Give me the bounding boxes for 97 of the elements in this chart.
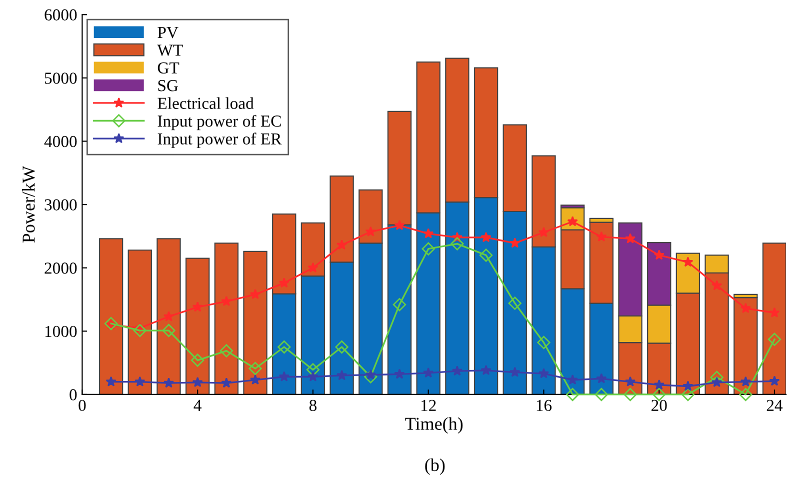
point [335, 340, 348, 354]
point [682, 380, 694, 391]
bar [243, 250, 268, 394]
point [768, 332, 782, 346]
legend-label: PV [158, 27, 178, 38]
point [308, 262, 318, 272]
point [365, 226, 376, 236]
x-tick-label: 12 [421, 400, 436, 411]
x-tick-label: 4 [194, 400, 202, 411]
point [681, 388, 695, 402]
point [711, 376, 722, 388]
y-tick-label: 4000 [44, 136, 77, 148]
point [769, 307, 780, 318]
point [306, 363, 320, 376]
legend-label: GT [158, 62, 180, 74]
x-tick-label: 24 [766, 400, 783, 411]
point [248, 362, 262, 376]
point [682, 256, 694, 267]
bar [762, 242, 786, 394]
x-tick-label: 20 [652, 400, 667, 412]
x-axis-title: Time(h) [405, 417, 463, 434]
point [423, 228, 434, 238]
x-tick-label: 8 [309, 400, 316, 412]
y-tick-label: 3000 [44, 199, 77, 210]
x-tick-label: 16 [536, 400, 552, 412]
point [596, 373, 607, 384]
point [769, 376, 780, 386]
point [510, 238, 520, 248]
point [654, 250, 664, 260]
legend-label: Input power of EC [158, 114, 281, 130]
point [452, 365, 463, 376]
point [336, 240, 348, 250]
point [422, 242, 435, 256]
point [739, 388, 752, 402]
point [538, 226, 550, 238]
legend-label: WT [157, 44, 183, 56]
point [480, 232, 492, 242]
point [336, 370, 348, 380]
point [394, 368, 405, 379]
y-tick-label: 5000 [44, 72, 77, 84]
y-tick-label: 6000 [44, 9, 77, 21]
point [162, 324, 176, 338]
point [624, 388, 637, 402]
point [163, 378, 174, 388]
bar [98, 238, 124, 394]
point [566, 388, 580, 402]
y-tick-label: 0 [70, 389, 77, 400]
point [133, 324, 146, 338]
point [538, 368, 550, 378]
point [394, 220, 405, 230]
x-tick-label: 0 [78, 400, 86, 412]
point [278, 277, 290, 288]
point [106, 376, 116, 386]
point [278, 371, 290, 382]
point [364, 370, 378, 384]
y-tick-label: 2000 [44, 262, 77, 274]
point [654, 379, 664, 390]
point [250, 374, 261, 385]
bar [185, 258, 210, 394]
point [510, 366, 520, 377]
point [278, 340, 291, 354]
bar [214, 242, 239, 394]
point [537, 336, 550, 350]
point [567, 374, 578, 385]
point [104, 316, 118, 330]
point [479, 248, 493, 262]
point [711, 280, 722, 290]
legend-label: SG [158, 80, 178, 92]
point [624, 233, 636, 244]
point [392, 298, 406, 312]
point [423, 367, 434, 378]
bar [128, 250, 152, 394]
point [450, 237, 464, 250]
point [624, 376, 636, 386]
point [480, 364, 492, 376]
point [221, 296, 232, 306]
point [190, 354, 204, 367]
point [192, 302, 203, 312]
point [508, 296, 522, 310]
point [250, 288, 261, 300]
y-axis-title: Power/kW [22, 166, 35, 243]
point [365, 369, 376, 380]
legend-label: Electrical load [158, 97, 254, 109]
text: (b) [425, 458, 445, 475]
point [220, 344, 234, 358]
point [596, 231, 607, 242]
point [740, 376, 751, 386]
point [163, 311, 174, 322]
point [308, 371, 318, 382]
point [134, 376, 146, 386]
point [740, 302, 751, 313]
point [192, 376, 203, 388]
legend-label: Input power of ER [158, 132, 282, 148]
bar [156, 238, 181, 394]
point [221, 378, 232, 388]
y-tick-label: 1000 [45, 326, 77, 338]
point [594, 388, 608, 402]
